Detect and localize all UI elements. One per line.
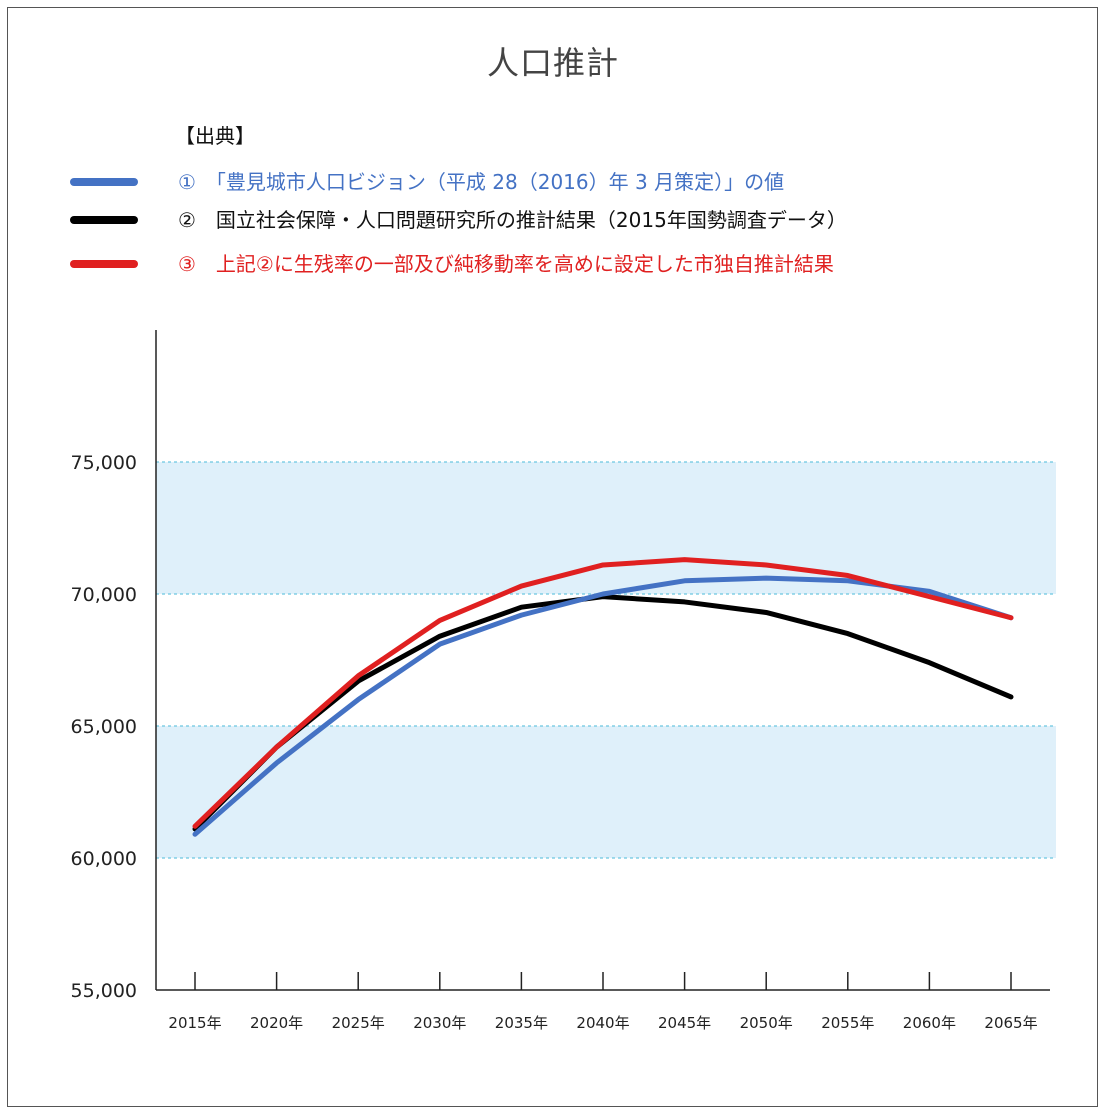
band-1 [156, 726, 1056, 858]
x-tick-label: 2050年 [740, 1014, 793, 1032]
x-tick-label: 2040年 [576, 1014, 629, 1032]
y-tick-label: 75,000 [71, 452, 137, 474]
x-tick-label: 2065年 [984, 1014, 1037, 1032]
y-tick-label: 70,000 [71, 584, 137, 606]
band-2 [156, 462, 1056, 594]
x-tick-label: 2055年 [821, 1014, 874, 1032]
x-tick-label: 2015年 [168, 1014, 221, 1032]
x-tick-label: 2030年 [413, 1014, 466, 1032]
y-tick-label: 65,000 [71, 716, 137, 738]
x-tick-label: 2025年 [332, 1014, 385, 1032]
x-tick-label: 2060年 [903, 1014, 956, 1032]
x-tick-label: 2035年 [495, 1014, 548, 1032]
x-tick-label: 2020年 [250, 1014, 303, 1032]
y-tick-label: 60,000 [71, 848, 137, 870]
x-tick-label: 2045年 [658, 1014, 711, 1032]
y-tick-label: 55,000 [71, 980, 137, 1002]
